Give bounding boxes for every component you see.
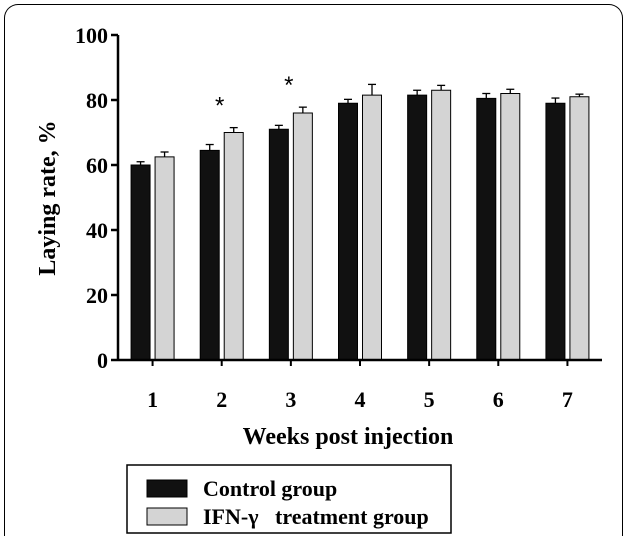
x-tick-label-7: 7 <box>562 387 573 412</box>
x-axis-title: Weeks post injection <box>243 424 454 450</box>
y-tick-label-60: 60 <box>86 153 108 178</box>
bar-ifn-week-3 <box>292 112 313 361</box>
legend-label-control: Control group <box>203 476 337 501</box>
legend-label-ifn: IFN-γ treatment group <box>203 504 429 529</box>
figure-frame <box>4 4 623 536</box>
legend: Control group IFN-γ treatment group <box>126 464 452 534</box>
x-tick-label-4: 4 <box>355 387 366 412</box>
bar-control-week-4 <box>338 102 358 361</box>
bar-control-week-3 <box>268 128 289 361</box>
x-tick-label-5: 5 <box>424 387 435 412</box>
x-tick-label-6: 6 <box>493 387 504 412</box>
bar-control-week-1 <box>130 164 151 361</box>
bar-control-week-5 <box>407 94 428 361</box>
y-tick-label-80: 80 <box>86 88 108 113</box>
bar-ifn-week-5 <box>431 89 452 361</box>
bar-control-week-6 <box>476 97 497 361</box>
bar-ifn-week-6 <box>500 93 521 361</box>
significance-star-week-3: * <box>284 72 293 99</box>
significance-star-week-2: * <box>215 93 224 120</box>
x-tick-label-1: 1 <box>147 387 158 412</box>
x-tick-label-2: 2 <box>216 387 227 412</box>
bars-layer <box>130 83 590 361</box>
bar-control-week-7 <box>545 102 566 361</box>
bar-ifn-week-2 <box>223 132 244 361</box>
y-tick-label-100: 100 <box>75 23 108 48</box>
bar-control-week-2 <box>199 149 220 361</box>
x-tick-label-3: 3 <box>285 387 296 412</box>
y-tick-label-0: 0 <box>97 348 108 373</box>
axes-layer: 1 2 3 4 5 6 7 * * 0 20 40 60 80 100 <box>75 23 602 412</box>
legend-box <box>126 464 452 534</box>
legend-swatch-ifn <box>146 507 188 526</box>
bar-ifn-week-1 <box>154 156 175 361</box>
bar-ifn-week-7 <box>569 96 590 361</box>
bar-ifn-week-4 <box>362 94 382 361</box>
y-tick-label-20: 20 <box>86 283 108 308</box>
y-tick-label-40: 40 <box>86 218 108 243</box>
legend-swatch-control <box>146 479 188 498</box>
y-axis-title: Laying rate, % <box>35 120 61 275</box>
